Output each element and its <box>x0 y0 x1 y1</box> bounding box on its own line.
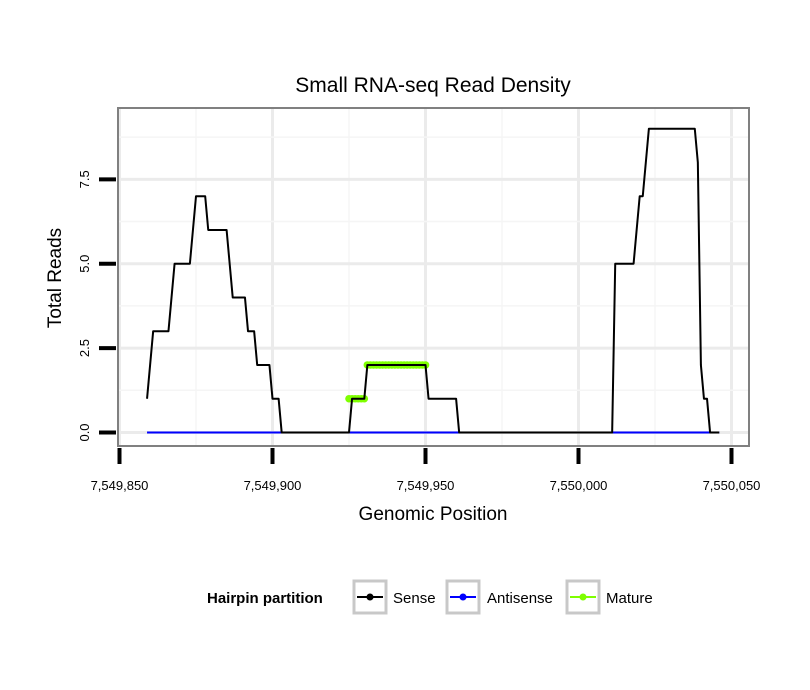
x-tick-label: 7,549,900 <box>244 478 302 493</box>
legend-label: Mature <box>606 590 653 607</box>
legend-key-point <box>459 593 467 601</box>
y-tick-label: 5.0 <box>77 255 92 273</box>
y-axis-title: Total Reads <box>45 228 66 328</box>
legend: Hairpin partition Sense Antisense Mature <box>207 579 653 615</box>
legend-key-point <box>579 593 587 601</box>
x-axis-title: Genomic Position <box>359 504 508 525</box>
legend-label: Antisense <box>487 590 553 607</box>
legend-item-sense: Sense <box>352 579 436 615</box>
legend-item-antisense: Antisense <box>445 579 553 615</box>
y-tick-label: 7.5 <box>77 170 92 188</box>
y-axis: 0.0 2.5 5.0 7.5 <box>77 170 116 442</box>
series-sense <box>146 127 720 434</box>
grid <box>118 108 749 446</box>
series-mature <box>345 361 430 403</box>
x-tick-label: 7,550,050 <box>703 478 761 493</box>
legend-key-point <box>366 593 374 601</box>
legend-item-mature: Mature <box>565 579 653 615</box>
series-layer <box>146 127 720 434</box>
y-tick-label: 0.0 <box>77 423 92 441</box>
x-tick-label: 7,549,950 <box>397 478 455 493</box>
panel-border <box>117 107 750 447</box>
legend-label: Sense <box>393 590 436 607</box>
legend-title: Hairpin partition <box>207 590 323 607</box>
x-tick-label: 7,549,850 <box>91 478 149 493</box>
chart-title: Small RNA-seq Read Density <box>295 74 571 97</box>
y-tick-label: 2.5 <box>77 339 92 357</box>
x-tick-label: 7,550,000 <box>550 478 608 493</box>
x-axis: 7,549,850 7,549,900 7,549,950 7,550,000 7,55… <box>91 448 761 493</box>
